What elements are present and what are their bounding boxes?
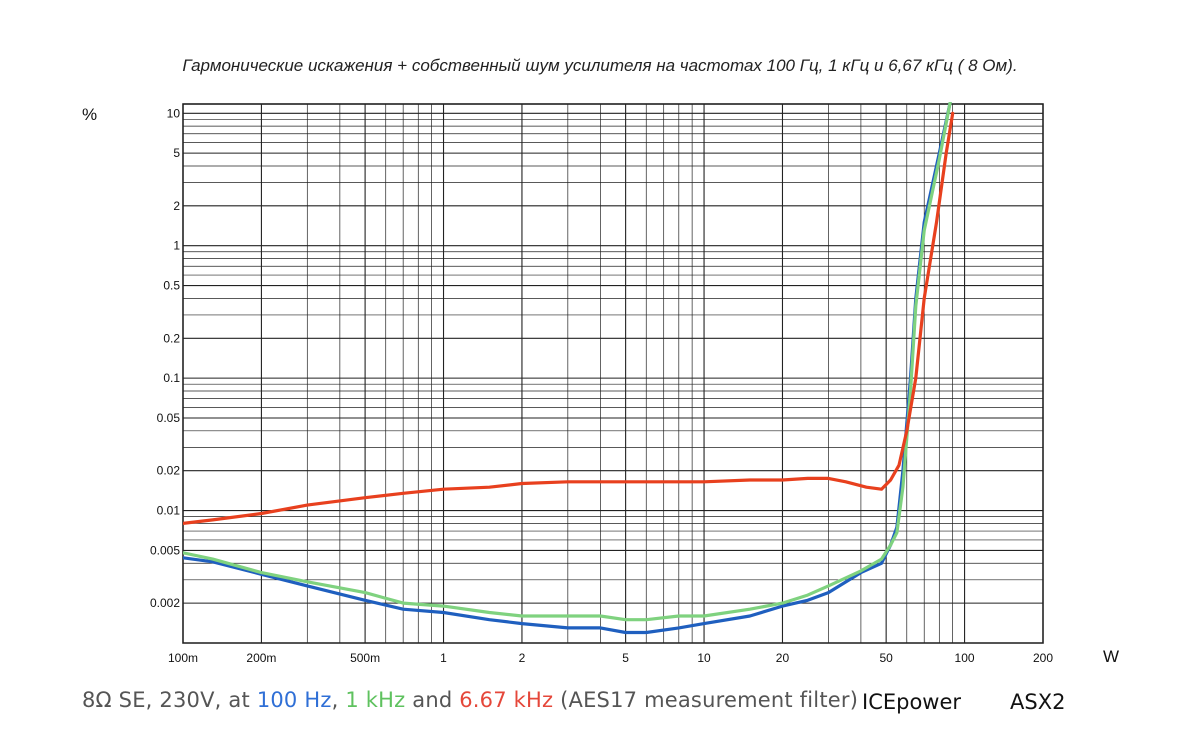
- caption-sep1: ,: [331, 688, 346, 712]
- x-tick-label: 50: [879, 651, 893, 665]
- plot-frame: [182, 103, 1044, 644]
- x-tick-label: 10: [697, 651, 711, 665]
- thd-chart: 10 5 2 1 0.5 0.2 0.1 0.05 0.02 0.01 0.005 0.002 100…: [82, 102, 1119, 666]
- x-tick-label: 5: [622, 651, 629, 665]
- chart-grid: [182, 103, 1044, 644]
- y-tick-label: 1: [173, 239, 180, 253]
- chart-title: Гармонические искажения + собственный шу…: [182, 56, 1018, 75]
- y-tick-label: 0.1: [163, 371, 180, 385]
- y-tick-label: 0.5: [163, 279, 180, 293]
- x-tick-label: 200: [1033, 651, 1053, 665]
- y-tick-label: 10: [167, 106, 181, 120]
- y-tick-label: 0.05: [157, 411, 181, 425]
- x-tick-labels: 100m 200m 500m 1 2 5 10 20 50 100 200: [168, 651, 1053, 665]
- series-line-1: [183, 102, 952, 622]
- y-tick-label: 5: [173, 146, 180, 160]
- caption-100hz: 100 Hz: [256, 688, 332, 712]
- x-tick-label: 200m: [246, 651, 276, 665]
- caption-1khz: 1 kHz: [345, 688, 406, 712]
- x-tick-label: 100m: [168, 651, 198, 665]
- caption-sep2: and: [405, 688, 460, 712]
- x-tick-label: 100: [955, 651, 975, 665]
- y-tick-label: 2: [173, 199, 180, 213]
- model-name: ASX2: [1010, 690, 1066, 714]
- y-tick-label: 0.02: [157, 464, 181, 478]
- series-line-2: [183, 111, 955, 525]
- brand-name: ICEpower: [862, 690, 962, 714]
- y-tick-labels: 10 5 2 1 0.5 0.2 0.1 0.05 0.02 0.01 0.005 0.002: [150, 106, 180, 610]
- y-tick-label: 0.002: [150, 596, 180, 610]
- x-tick-label: 2: [519, 651, 526, 665]
- caption-prefix: 8Ω SE, 230V, at: [82, 688, 257, 712]
- y-axis-label: %: [82, 105, 97, 124]
- x-axis-label: W: [1103, 647, 1119, 666]
- x-tick-label: 20: [776, 651, 790, 665]
- y-tick-label: 0.2: [163, 331, 180, 345]
- y-tick-label: 0.01: [157, 504, 181, 518]
- y-tick-label: 0.005: [150, 543, 180, 557]
- caption-suffix: (AES17 measurement filter): [553, 688, 859, 712]
- x-tick-label: 500m: [350, 651, 380, 665]
- caption-667khz: 6.67 kHz: [459, 688, 554, 712]
- x-tick-label: 1: [440, 651, 447, 665]
- chart-series: [183, 102, 955, 635]
- measurement-caption: 8Ω SE, 230V, at 100 Hz, 1 kHz and 6.67 k…: [82, 688, 858, 712]
